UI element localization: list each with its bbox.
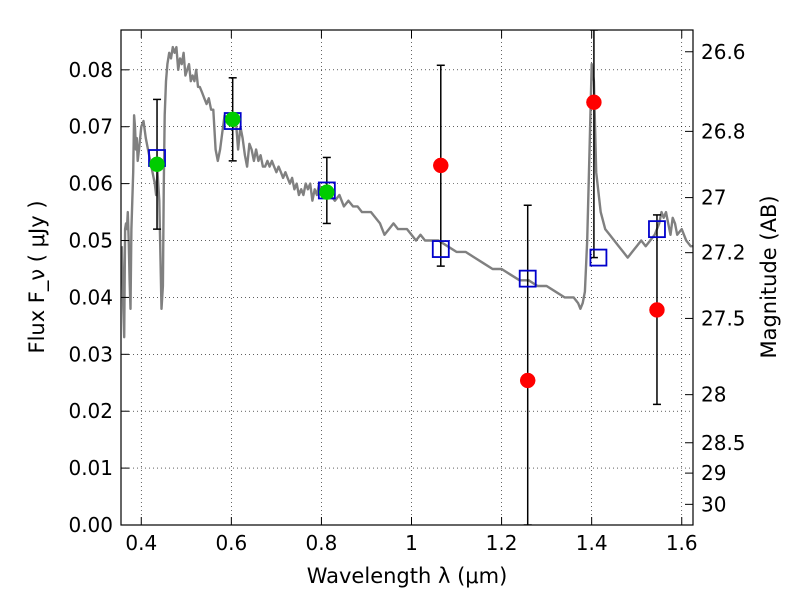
- x-tick-label: 0.8: [306, 531, 338, 555]
- x-tick-label: 1.6: [666, 531, 698, 555]
- nondetection-point: [586, 94, 602, 111]
- x-tick-label: 1: [405, 531, 418, 555]
- mag-tick-label: 29: [701, 461, 726, 485]
- plot-background: [121, 30, 693, 525]
- x-axis-label: Wavelength λ (μm): [307, 564, 508, 588]
- y-axis-label: Flux F_ν ( μJy ): [25, 200, 50, 353]
- y2-axis-label: Magnitude (AB): [757, 195, 781, 358]
- y-tick-label: 0.06: [68, 172, 113, 196]
- y-tick-label: 0.07: [68, 115, 113, 139]
- mag-tick-label: 28.5: [701, 431, 746, 455]
- mag-tick-label: 26.6: [701, 40, 746, 64]
- x-tick-label: 1.4: [576, 531, 608, 555]
- y-tick-label: 0.05: [68, 229, 113, 253]
- plot-area: [121, 30, 693, 525]
- y-tick-label: 0.03: [68, 342, 113, 366]
- detection-point: [224, 111, 241, 128]
- y-tick-label: 0.04: [68, 285, 113, 309]
- mag-tick-label: 27.2: [701, 241, 746, 265]
- nondetection-point: [649, 302, 665, 318]
- mag-tick-label: 30: [701, 492, 726, 516]
- nondetection-point: [433, 157, 449, 174]
- y-tick-label: 0.01: [68, 456, 113, 480]
- y-tick-label: 0.08: [68, 58, 113, 82]
- plot-frame: [120, 29, 694, 526]
- model-square-marker: [518, 269, 537, 288]
- mag-tick-label: 27.5: [701, 306, 746, 330]
- detection-point: [319, 184, 335, 200]
- x-tick-label: 0.6: [215, 531, 247, 555]
- x-tick-label: 1.2: [486, 531, 518, 555]
- model-square-marker: [648, 220, 666, 239]
- model-square-marker: [589, 248, 608, 267]
- sed-template-line: [121, 45, 693, 339]
- model-square-marker: [431, 240, 450, 258]
- x-tick-label: 0.4: [125, 531, 157, 555]
- detection-point: [149, 156, 165, 173]
- mag-tick-label: 28: [701, 383, 726, 407]
- y-tick-label: 0.00: [68, 513, 113, 537]
- ticks: 0.4 0.6 0.8 1 1.2 1.4 1.6 0.00 0.01 0.02 0.03 0.04 0…: [68, 30, 746, 555]
- mag-tick-label: 26.8: [701, 119, 746, 143]
- mag-tick-label: 27: [701, 186, 726, 210]
- nondetection-point: [519, 372, 536, 389]
- y-tick-label: 0.02: [68, 399, 113, 423]
